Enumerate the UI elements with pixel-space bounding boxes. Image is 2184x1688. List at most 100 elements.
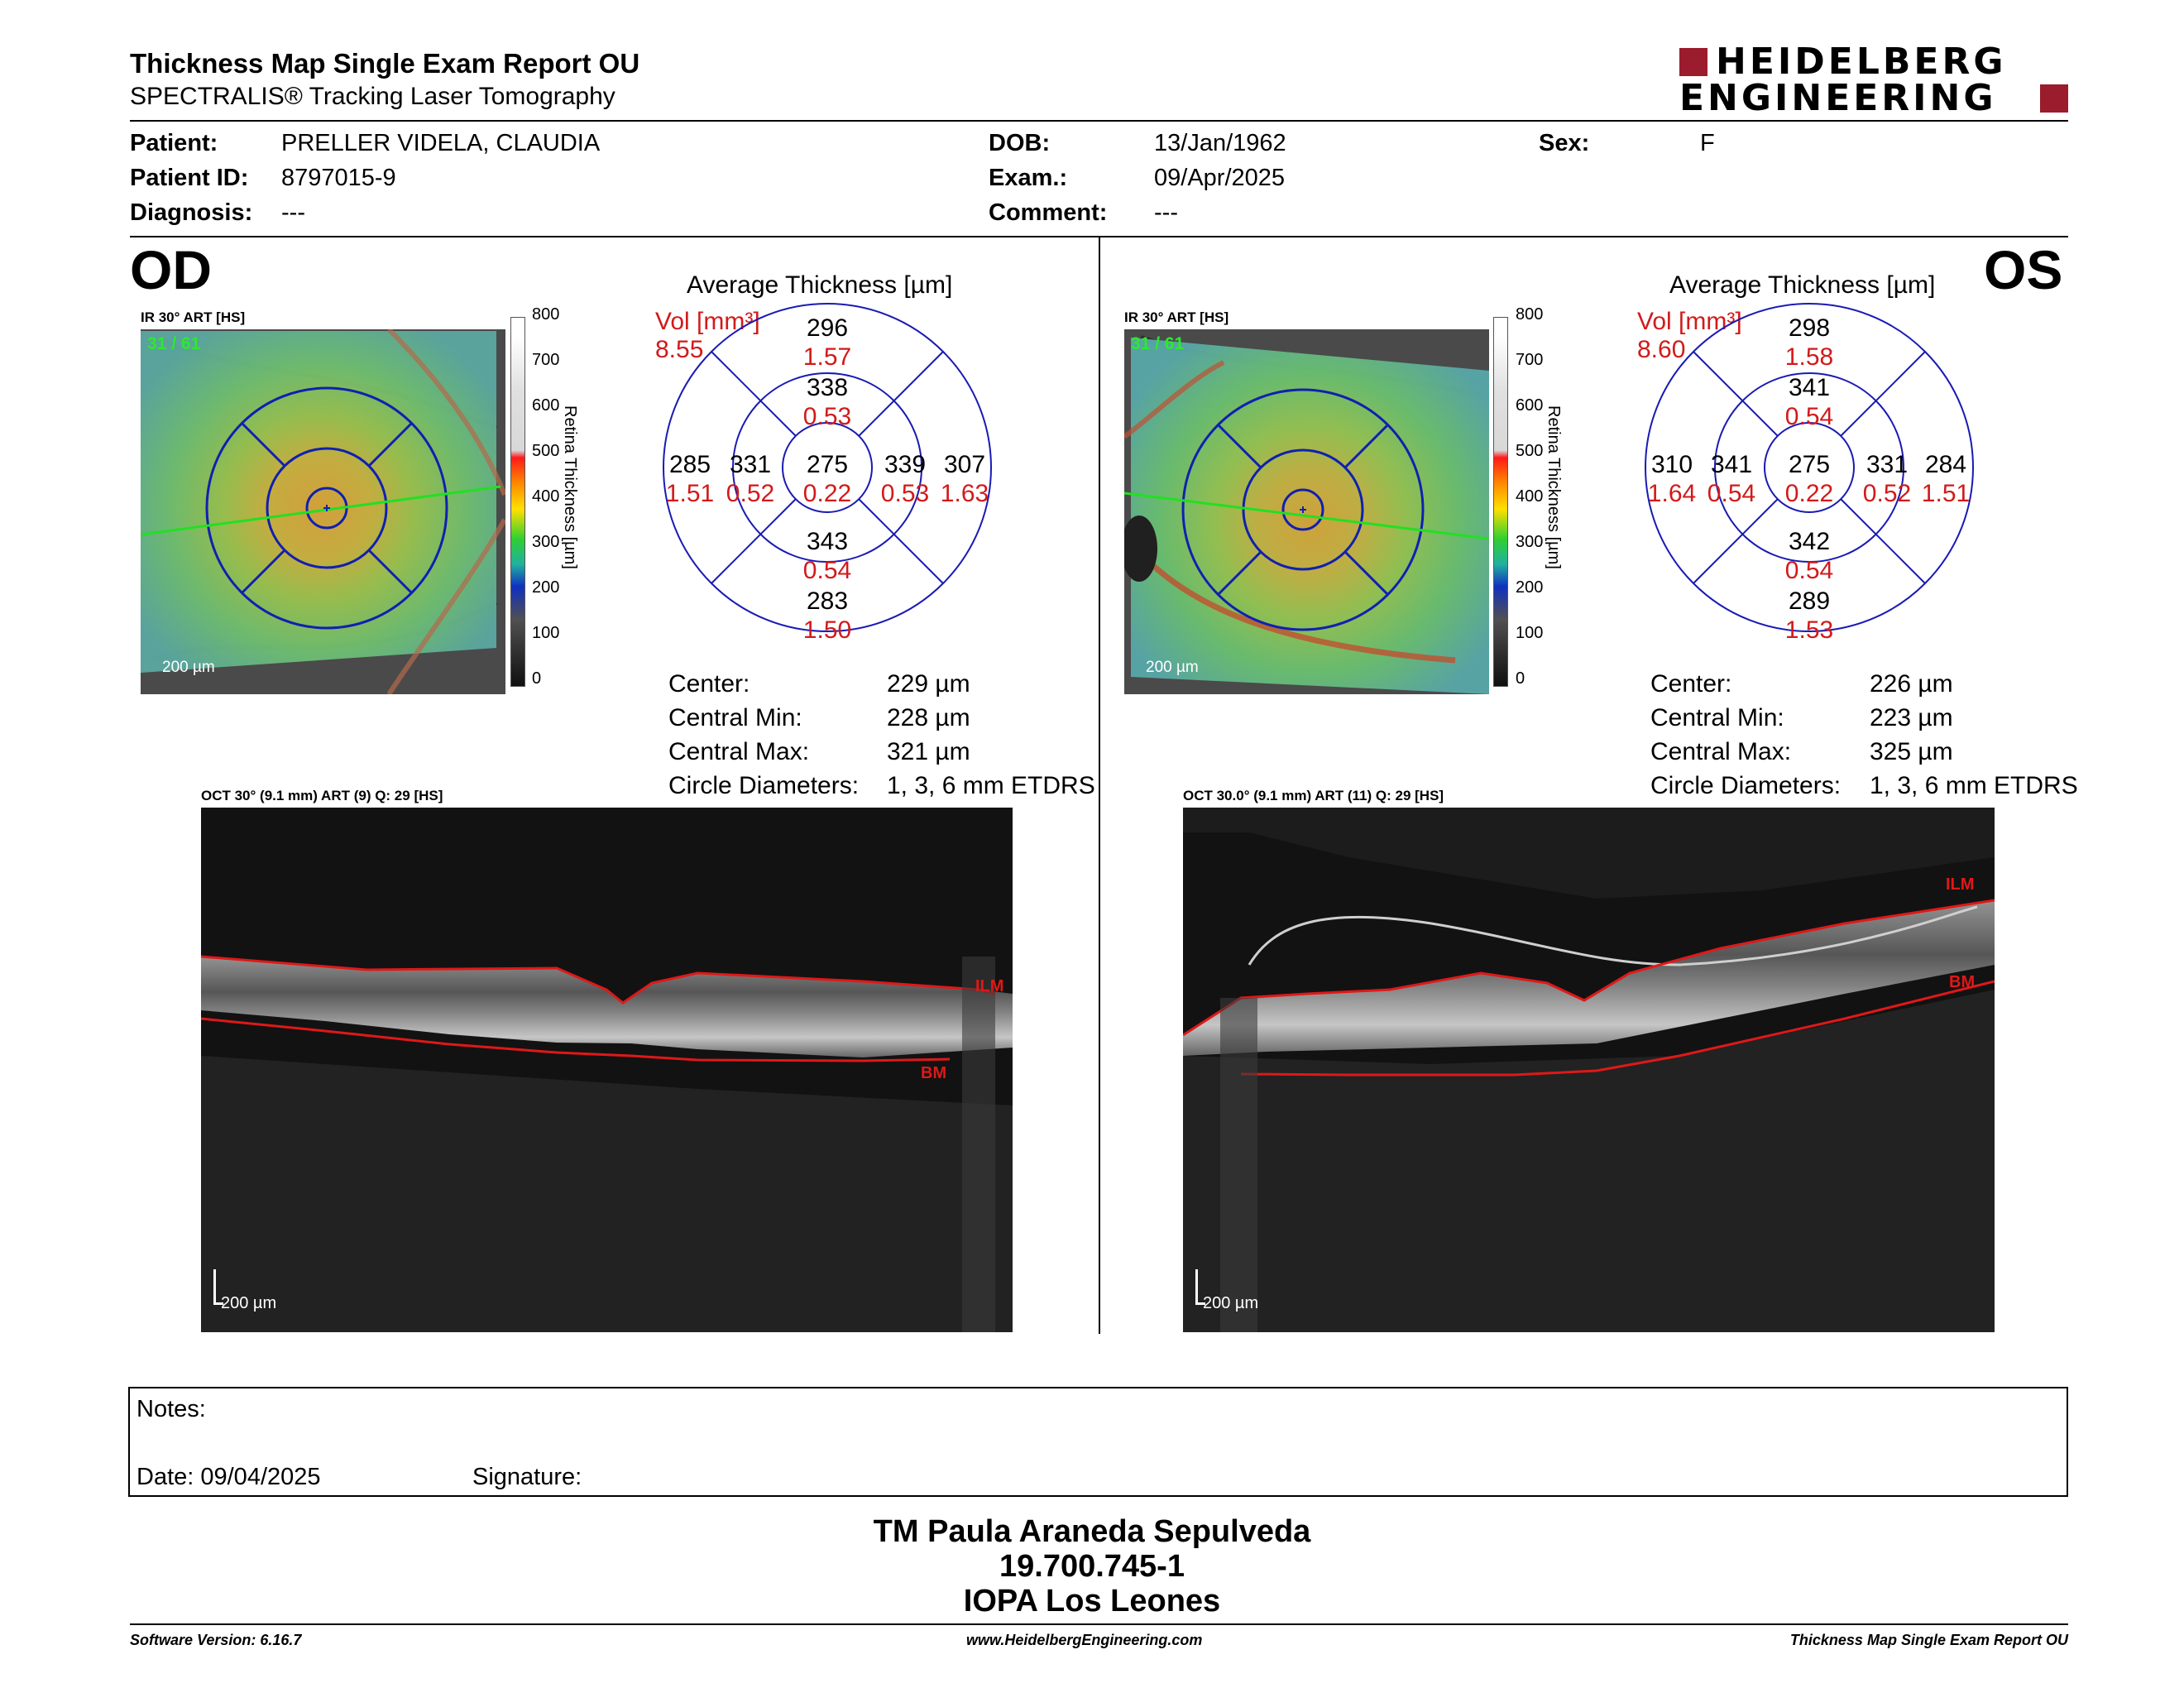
od-outer-inferior-vol: 1.50	[802, 616, 852, 644]
od-inner-nasal: 339	[884, 451, 927, 478]
os-circle-diam-label: Circle Diameters:	[1650, 772, 1842, 799]
od-colorbar-label: Retina Thickness [µm]	[561, 405, 579, 569]
os-thickness-map: 31 / 61 200 µm	[1124, 329, 1489, 694]
os-tick: 500	[1516, 442, 1544, 460]
os-vol-label: Vol [mm³]	[1637, 308, 1742, 335]
od-tick: 300	[532, 533, 560, 551]
report-title: Thickness Map Single Exam Report OU	[130, 48, 640, 79]
od-tick: 400	[532, 487, 560, 506]
od-central-max-value: 321 µm	[887, 738, 970, 765]
od-outer-temporal: 285	[668, 451, 711, 478]
os-ir-caption: IR 30° ART [HS]	[1124, 309, 1229, 325]
os-central-min-value: 223 µm	[1870, 704, 1953, 731]
os-avg-thickness-title: Average Thickness [µm]	[1669, 271, 1936, 299]
os-outer-superior-vol: 1.58	[1784, 343, 1834, 371]
od-inner-superior-vol: 0.53	[802, 403, 852, 430]
os-tick: 600	[1516, 396, 1544, 415]
os-inner-nasal-vol: 0.52	[1862, 480, 1912, 507]
od-tick: 500	[532, 442, 560, 460]
logo-text-top: HEIDELBERG	[1716, 41, 2007, 83]
os-frame-counter: 31 / 61	[1131, 334, 1185, 353]
od-center-label: Center:	[668, 670, 750, 698]
od-outer-nasal: 307	[943, 451, 986, 478]
od-tick: 800	[532, 305, 560, 324]
od-tick: 200	[532, 578, 560, 597]
os-central-max-label: Central Max:	[1650, 738, 1792, 765]
diagnosis: ---	[281, 199, 305, 226]
os-outer-nasal-vol: 1.51	[1921, 480, 1971, 507]
od-tick: 700	[532, 351, 560, 369]
stamp-id: 19.700.745-1	[999, 1549, 1185, 1584]
os-inner-nasal: 331	[1866, 451, 1909, 478]
os-outer-superior: 298	[1788, 314, 1831, 342]
os-center-value: 226 µm	[1870, 670, 1953, 698]
od-oct-caption: OCT 30° (9.1 mm) ART (9) Q: 29 [HS]	[201, 788, 443, 803]
od-vol-total: 8.55	[655, 336, 704, 363]
od-ir-scale: 200 µm	[162, 659, 215, 676]
os-vol-total: 8.60	[1637, 336, 1686, 363]
eye-label-od: OD	[130, 239, 212, 300]
od-inner-superior: 338	[806, 374, 849, 401]
os-outer-temporal-vol: 1.64	[1647, 480, 1697, 507]
os-oct-scale-bar	[1195, 1269, 1198, 1304]
os-oct-scale-tick	[1195, 1302, 1205, 1305]
od-central-max-label: Central Max:	[668, 738, 810, 765]
patient-label: Patient:	[130, 130, 218, 156]
heidelberg-logo: HEIDELBERG ENGINEERING	[1679, 41, 2068, 119]
patient-id: 8797015-9	[281, 165, 396, 191]
exam-date: 09/Apr/2025	[1154, 165, 1286, 191]
os-tick: 400	[1516, 487, 1544, 506]
os-central-max-value: 325 µm	[1870, 738, 1953, 765]
os-inner-temporal: 341	[1710, 451, 1753, 478]
logo-square-top	[1679, 48, 1707, 76]
od-oct-scale: 200 µm	[221, 1294, 277, 1312]
comment-label: Comment:	[989, 199, 1108, 226]
dob-label: DOB:	[989, 130, 1051, 156]
od-inner-inferior-vol: 0.54	[802, 557, 852, 584]
os-inner-superior: 341	[1788, 374, 1831, 401]
od-oct-scale-bar	[213, 1269, 216, 1304]
os-tick: 100	[1516, 624, 1544, 642]
os-oct-scale: 200 µm	[1203, 1294, 1259, 1312]
stamp-institution: IOPA Los Leones	[963, 1584, 1221, 1618]
od-outer-superior: 296	[806, 314, 849, 342]
od-oct-bscan: ILM BM 200 µm	[201, 808, 1013, 1332]
os-outer-inferior-vol: 1.53	[1784, 616, 1834, 644]
footer-url[interactable]: www.HeidelbergEngineering.com	[966, 1632, 1203, 1648]
od-vol-label: Vol [mm³]	[655, 308, 760, 335]
od-tick: 0	[532, 669, 542, 688]
comment: ---	[1154, 199, 1178, 226]
patient-rule	[130, 236, 2068, 237]
center-divider	[1099, 237, 1100, 1334]
os-outer-inferior: 289	[1788, 587, 1831, 615]
od-center: 275	[806, 451, 849, 478]
diagnosis-label: Diagnosis:	[130, 199, 253, 226]
stamp-name: TM Paula Araneda Sepulveda	[873, 1514, 1311, 1549]
od-bm-label: BM	[921, 1064, 947, 1082]
exam-label: Exam.:	[989, 165, 1068, 191]
patient-id-label: Patient ID:	[130, 165, 249, 191]
od-avg-thickness-title: Average Thickness [µm]	[687, 271, 953, 299]
od-tick: 600	[532, 396, 560, 415]
od-outer-inferior: 283	[806, 587, 849, 615]
od-etdrs-grid	[663, 303, 992, 632]
od-center-value: 229 µm	[887, 670, 970, 698]
sex: F	[1700, 130, 1715, 156]
os-center-label: Center:	[1650, 670, 1732, 698]
os-tick: 300	[1516, 533, 1544, 551]
notes-label: Notes:	[136, 1396, 206, 1422]
os-tick: 800	[1516, 305, 1544, 324]
software-version: Software Version: 6.16.7	[130, 1632, 302, 1648]
os-colorbar-label: Retina Thickness [µm]	[1545, 405, 1563, 569]
signature-label: Signature:	[472, 1464, 582, 1490]
os-central-min-label: Central Min:	[1650, 704, 1784, 731]
os-tick: 700	[1516, 351, 1544, 369]
os-etdrs-grid	[1645, 303, 1974, 632]
os-ilm-label: ILM	[1946, 875, 1975, 894]
header-rule	[130, 120, 2068, 122]
os-tick: 0	[1516, 669, 1525, 688]
os-oct-bscan: ILM BM 200 µm	[1183, 808, 1995, 1332]
logo-text-bottom: ENGINEERING	[1679, 77, 1997, 119]
notes-box: Notes: Date: 09/04/2025 Signature:	[128, 1387, 2068, 1497]
od-colorbar-ticks: 800 700 600 500 400 300 200 100 0	[532, 305, 582, 694]
